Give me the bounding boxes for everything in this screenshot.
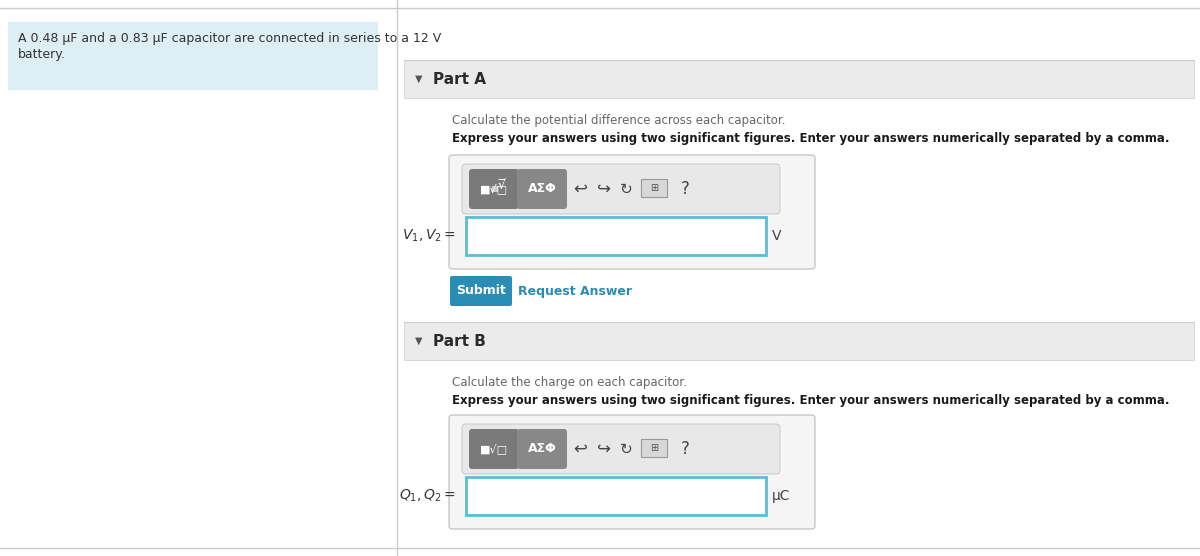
Text: ↻: ↻: [619, 441, 632, 456]
Text: $V_1, V_2 =$: $V_1, V_2 =$: [402, 228, 456, 244]
Text: ■√□: ■√□: [480, 183, 508, 195]
Text: V: V: [772, 229, 781, 243]
Text: Express your answers using two significant figures. Enter your answers numerical: Express your answers using two significa…: [452, 394, 1170, 407]
Text: ?: ?: [680, 180, 690, 198]
FancyBboxPatch shape: [462, 164, 780, 214]
Text: ■: ■: [490, 185, 498, 193]
FancyBboxPatch shape: [462, 424, 780, 474]
Text: Part B: Part B: [433, 334, 486, 349]
Text: ⊞: ⊞: [650, 443, 658, 453]
FancyBboxPatch shape: [469, 169, 520, 209]
Bar: [466, 217, 766, 255]
Text: ↩: ↩: [574, 180, 587, 198]
FancyBboxPatch shape: [517, 429, 568, 469]
Text: A 0.48 μF and a 0.83 μF capacitor are connected in series to a 12 V: A 0.48 μF and a 0.83 μF capacitor are co…: [18, 32, 442, 45]
FancyBboxPatch shape: [449, 155, 815, 269]
Text: Part A: Part A: [433, 72, 486, 87]
FancyBboxPatch shape: [517, 169, 568, 209]
Text: ↻: ↻: [619, 181, 632, 196]
Text: ■√□: ■√□: [480, 444, 508, 454]
Text: ↪: ↪: [598, 180, 611, 198]
Text: ?: ?: [680, 440, 690, 458]
Text: μC: μC: [772, 489, 791, 503]
Text: ↪: ↪: [598, 440, 611, 458]
Text: ↩: ↩: [574, 440, 587, 458]
Text: Submit: Submit: [456, 285, 506, 297]
Text: ▼: ▼: [415, 74, 422, 84]
Text: Request Answer: Request Answer: [518, 285, 632, 297]
Bar: [641, 179, 667, 197]
Text: AΣΦ: AΣΦ: [528, 182, 557, 196]
Text: $Q_1, Q_2 =$: $Q_1, Q_2 =$: [400, 488, 456, 504]
FancyBboxPatch shape: [450, 276, 512, 306]
FancyBboxPatch shape: [449, 415, 815, 529]
Bar: [466, 477, 766, 515]
Bar: [404, 322, 1194, 360]
FancyBboxPatch shape: [469, 429, 520, 469]
Text: √̅: √̅: [498, 178, 506, 191]
Text: Calculate the charge on each capacitor.: Calculate the charge on each capacitor.: [452, 376, 686, 389]
Text: AΣΦ: AΣΦ: [528, 443, 557, 455]
Text: ▼: ▼: [415, 336, 422, 346]
Text: Calculate the potential difference across each capacitor.: Calculate the potential difference acros…: [452, 114, 786, 127]
Text: battery.: battery.: [18, 48, 66, 61]
Text: ⊞: ⊞: [650, 183, 658, 193]
Bar: [404, 60, 1194, 98]
Bar: [641, 439, 667, 457]
Text: Express your answers using two significant figures. Enter your answers numerical: Express your answers using two significa…: [452, 132, 1170, 145]
Bar: [8, 22, 378, 90]
